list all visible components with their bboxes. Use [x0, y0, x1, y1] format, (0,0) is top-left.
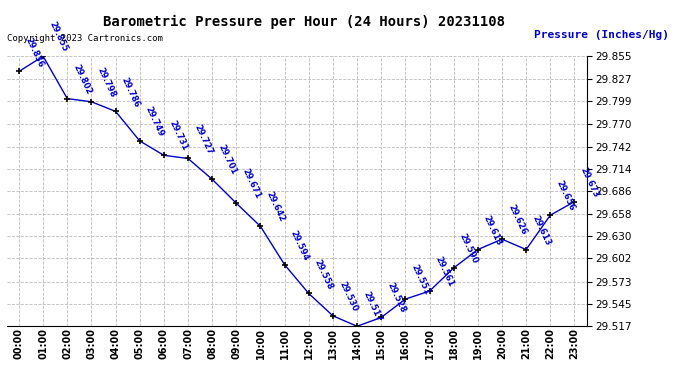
Text: Barometric Pressure per Hour (24 Hours) 20231108: Barometric Pressure per Hour (24 Hours) …	[103, 15, 504, 29]
Text: 29.530: 29.530	[337, 280, 359, 313]
Text: 29.656: 29.656	[555, 179, 576, 212]
Text: 29.701: 29.701	[217, 144, 238, 177]
Text: Pressure (Inches/Hg): Pressure (Inches/Hg)	[534, 30, 669, 40]
Text: 29.673: 29.673	[579, 166, 600, 199]
Text: 29.855: 29.855	[48, 20, 69, 54]
Text: 29.517: 29.517	[362, 290, 383, 324]
Text: 29.786: 29.786	[120, 75, 141, 109]
Text: 29.594: 29.594	[289, 229, 311, 262]
Text: 29.642: 29.642	[265, 190, 286, 224]
Text: 29.613: 29.613	[531, 214, 552, 247]
Text: 29.798: 29.798	[96, 66, 117, 99]
Text: 29.558: 29.558	[313, 258, 335, 291]
Text: 29.727: 29.727	[193, 123, 214, 156]
Text: 29.590: 29.590	[458, 232, 480, 265]
Text: 29.671: 29.671	[241, 167, 262, 201]
Text: Copyright 2023 Cartronics.com: Copyright 2023 Cartronics.com	[7, 34, 163, 43]
Text: 29.528: 29.528	[386, 282, 407, 315]
Text: 29.561: 29.561	[434, 255, 455, 288]
Text: 29.749: 29.749	[144, 105, 166, 138]
Text: 29.802: 29.802	[72, 63, 93, 96]
Text: 29.551: 29.551	[410, 263, 431, 296]
Text: 29.731: 29.731	[168, 120, 190, 153]
Text: 29.613: 29.613	[482, 214, 504, 247]
Text: 29.836: 29.836	[23, 36, 45, 69]
Text: 29.626: 29.626	[506, 203, 528, 236]
